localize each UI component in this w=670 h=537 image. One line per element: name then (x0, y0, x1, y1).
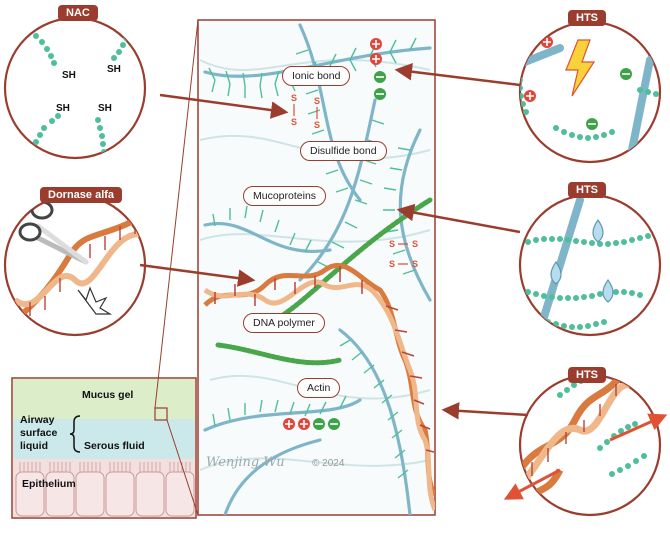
hts-bottom-label: HTS (568, 367, 606, 383)
hts-top-circle (518, 20, 662, 164)
cut-burst-icon (77, 286, 113, 315)
dna-polymer-callout: DNA polymer (243, 313, 325, 333)
dornase-label: Dornase alfa (40, 187, 123, 203)
charge-group-top (370, 38, 386, 100)
airway-surface-liquid-label: Airway surface liquid (20, 414, 58, 452)
connector-arrows (139, 63, 529, 420)
s-letter: S (389, 259, 395, 269)
s-letter: S (412, 239, 418, 249)
ionic-bond-callout: Ionic bond (282, 66, 351, 86)
disulfide-bond-callout: Disulfide bond (300, 141, 387, 161)
serous-fluid-label: Serous fluid (84, 440, 145, 452)
nac-circle (3, 16, 147, 160)
s-letter: S (291, 93, 297, 103)
hts-bottom-circle (503, 373, 668, 517)
glycan-ticks (208, 37, 417, 479)
stretch-arrow-left (503, 468, 561, 500)
airway-inset (11, 377, 197, 519)
hts-top-label: HTS (568, 10, 606, 26)
s-letter: S (314, 96, 320, 106)
lightning-icon (565, 39, 596, 97)
s-letter: S (389, 239, 395, 249)
water-drops (550, 218, 614, 303)
nac-label: NAC (58, 5, 98, 21)
sh-label: SH (62, 70, 76, 81)
sh-label: SH (107, 64, 121, 75)
zoom-lines (154, 19, 199, 516)
s-letter: S (291, 117, 297, 127)
hts-mid-circle (518, 193, 662, 337)
sh-label: SH (56, 103, 70, 114)
dna-helix (203, 262, 435, 511)
mucus-gel-label: Mucus gel (82, 389, 134, 401)
epithelium-label: Epithelium (22, 478, 76, 490)
s-letter: S (412, 259, 418, 269)
dornase-circle (3, 193, 147, 337)
mucoproteins-callout: Mucoproteins (243, 186, 327, 206)
signature: Wenjing Wu (206, 455, 285, 470)
charge-group-bottom (283, 418, 340, 430)
actin-callout: Actin (297, 378, 341, 398)
copyright: © 2024 (312, 458, 345, 469)
disulfide-s-letters: S S S S (291, 93, 320, 130)
scissors-icon (18, 200, 89, 265)
brace (69, 415, 81, 453)
s-letter: S (314, 120, 320, 130)
disulfide-pairs: S S S S (389, 239, 418, 269)
main-panel: S S S S S S S S (197, 19, 436, 516)
stretch-arrow-right (609, 413, 668, 442)
sh-label: SH (98, 103, 112, 114)
hts-mid-label: HTS (568, 182, 606, 198)
